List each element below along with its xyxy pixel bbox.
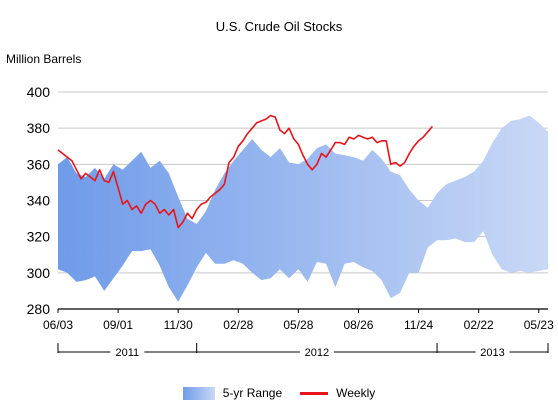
x-tick-label: 02/28 — [223, 318, 253, 332]
year-label: 2011 — [116, 347, 140, 359]
y-tick-label: 400 — [27, 84, 51, 100]
series-weekly-line — [57, 114, 434, 229]
series-5yr-range-band — [58, 115, 548, 302]
x-tick-label: 06/03 — [43, 318, 73, 332]
year-label: 2013 — [480, 347, 504, 359]
legend-item-weekly: Weekly — [300, 386, 375, 400]
y-axis-label: Million Barrels — [6, 52, 82, 66]
y-tick-label: 340 — [27, 193, 51, 209]
x-tick-label: 05/23 — [524, 318, 554, 332]
legend-swatch-range — [182, 386, 215, 400]
legend-swatch-weekly — [300, 391, 329, 395]
x-tick-label: 05/28 — [283, 318, 313, 332]
y-tick-label: 300 — [27, 265, 51, 281]
legend-item-range: 5-yr Range — [182, 386, 283, 400]
chart-title: U.S. Crude Oil Stocks — [215, 19, 343, 34]
x-tick-label: 02/22 — [464, 318, 494, 332]
x-tick-label: 08/26 — [343, 318, 373, 332]
x-tick-label: 11/24 — [404, 318, 433, 332]
y-tick-label: 360 — [27, 156, 51, 172]
y-tick-label: 320 — [27, 229, 51, 245]
legend-label-weekly: Weekly — [336, 386, 376, 400]
x-tick-label: 11/30 — [164, 318, 193, 332]
year-label: 2012 — [305, 347, 329, 359]
y-tick-label: 380 — [27, 120, 51, 136]
y-tick-label: 280 — [27, 301, 51, 317]
legend: 5-yr Range Weekly — [0, 386, 558, 400]
legend-label-range: 5-yr Range — [222, 386, 283, 400]
x-tick-label: 09/01 — [103, 318, 133, 332]
